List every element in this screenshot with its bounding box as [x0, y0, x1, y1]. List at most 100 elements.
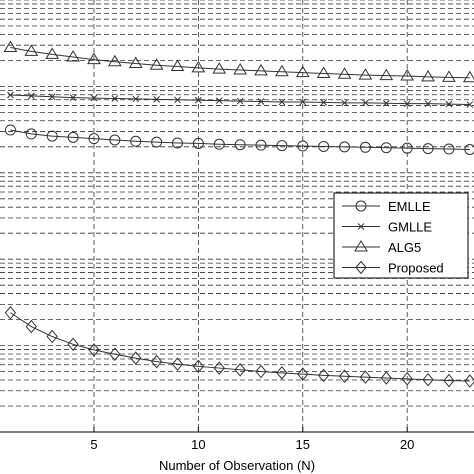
- point-emlle-9: [171, 137, 183, 149]
- point-emlle-1: [4, 124, 16, 136]
- point-gmlle-3: [48, 93, 56, 101]
- point-alg5-10: [191, 60, 206, 73]
- point-proposed-23: [464, 374, 474, 388]
- point-alg5-23: [462, 70, 474, 83]
- point-alg5-16: [316, 66, 331, 78]
- point-emlle-14: [276, 140, 288, 152]
- legend-marker-alg5: [354, 240, 368, 252]
- point-alg5-3: [45, 47, 60, 59]
- point-emlle-22: [443, 143, 455, 155]
- point-gmlle-22: [445, 100, 453, 108]
- point-emlle-13: [255, 139, 267, 151]
- point-proposed-13: [255, 364, 267, 379]
- point-alg5-13: [254, 63, 268, 76]
- point-emlle-4: [67, 131, 79, 143]
- series-line-emlle: [10, 129, 470, 150]
- point-gmlle-20: [403, 100, 411, 108]
- point-proposed-17: [338, 369, 351, 384]
- point-alg5-19: [379, 68, 394, 81]
- point-emlle-2: [25, 128, 37, 140]
- point-emlle-6: [109, 134, 121, 146]
- point-proposed-6: [109, 347, 121, 362]
- point-alg5-18: [358, 68, 373, 80]
- x-axis-label: Number of Observation (N): [159, 458, 315, 473]
- point-proposed-10: [192, 359, 205, 374]
- point-proposed-12: [234, 363, 246, 377]
- point-alg5-20: [400, 69, 415, 81]
- x-tick-label-10: 10: [191, 437, 205, 452]
- point-proposed-7: [130, 351, 142, 365]
- point-emlle-18: [359, 141, 371, 153]
- point-gmlle-2: [27, 92, 35, 100]
- point-proposed-11: [213, 361, 225, 375]
- point-emlle-17: [339, 141, 351, 153]
- legend: EMLLE GMLLE ALG5 Proposed: [333, 192, 469, 279]
- point-proposed-9: [171, 357, 184, 371]
- point-proposed-20: [401, 372, 413, 386]
- legend-marker-proposed: [355, 260, 367, 275]
- point-emlle-5: [88, 133, 100, 145]
- series-group: [3, 40, 474, 388]
- point-proposed-16: [318, 368, 330, 383]
- point-proposed-1: [4, 305, 17, 320]
- point-alg5-1: [3, 40, 18, 53]
- point-alg5-7: [128, 56, 143, 69]
- point-alg5-9: [170, 59, 185, 72]
- point-gmlle-15: [299, 98, 307, 106]
- point-emlle-10: [192, 137, 204, 149]
- x-tick-label-15: 15: [296, 437, 310, 452]
- x-tick-label-20: 20: [400, 437, 414, 452]
- point-emlle-8: [151, 136, 163, 148]
- point-proposed-15: [297, 367, 309, 381]
- point-alg5-17: [337, 67, 352, 79]
- x-tick-label-5: 5: [90, 437, 97, 452]
- point-emlle-12: [234, 139, 246, 151]
- point-gmlle-11: [215, 97, 223, 105]
- point-emlle-15: [297, 140, 309, 152]
- point-alg5-22: [442, 70, 456, 82]
- point-proposed-22: [443, 373, 455, 388]
- point-gmlle-21: [424, 100, 432, 108]
- point-gmlle-7: [132, 95, 140, 103]
- legend-label-emlle: EMLLE: [388, 199, 431, 214]
- point-gmlle-6: [111, 95, 119, 102]
- point-emlle-21: [422, 143, 434, 155]
- series-line-proposed: [10, 312, 470, 382]
- point-gmlle-16: [320, 99, 328, 106]
- point-alg5-2: [24, 44, 39, 56]
- point-proposed-3: [46, 329, 58, 344]
- point-gmlle-4: [69, 94, 77, 101]
- point-emlle-19: [380, 142, 392, 154]
- point-proposed-18: [359, 370, 372, 384]
- x-ticks: 5 10 15 20: [90, 427, 414, 452]
- point-gmlle-12: [236, 97, 244, 105]
- point-proposed-2: [25, 319, 37, 334]
- point-proposed-8: [150, 354, 163, 369]
- point-proposed-4: [67, 337, 79, 352]
- point-gmlle-17: [341, 99, 348, 107]
- legend-marker-emlle: [355, 200, 367, 212]
- point-alg5-15: [295, 65, 310, 78]
- point-gmlle-14: [278, 98, 286, 106]
- point-proposed-14: [276, 366, 288, 380]
- legend-label-proposed: Proposed: [388, 261, 444, 276]
- point-emlle-23: [464, 143, 474, 155]
- point-gmlle-23: [466, 101, 474, 108]
- point-proposed-5: [88, 343, 100, 357]
- point-emlle-20: [401, 142, 413, 154]
- point-alg5-14: [275, 64, 289, 77]
- point-emlle-11: [213, 138, 225, 150]
- point-alg5-12: [233, 63, 248, 75]
- point-emlle-3: [46, 130, 58, 142]
- point-gmlle-5: [90, 94, 98, 102]
- point-gmlle-19: [382, 99, 390, 107]
- point-alg5-21: [421, 69, 435, 82]
- point-gmlle-10: [195, 96, 202, 104]
- point-gmlle-9: [174, 96, 181, 104]
- series-line-alg5: [10, 47, 470, 79]
- point-gmlle-18: [362, 99, 369, 107]
- point-alg5-5: [87, 52, 101, 65]
- point-alg5-11: [212, 62, 227, 74]
- point-alg5-8: [149, 58, 164, 70]
